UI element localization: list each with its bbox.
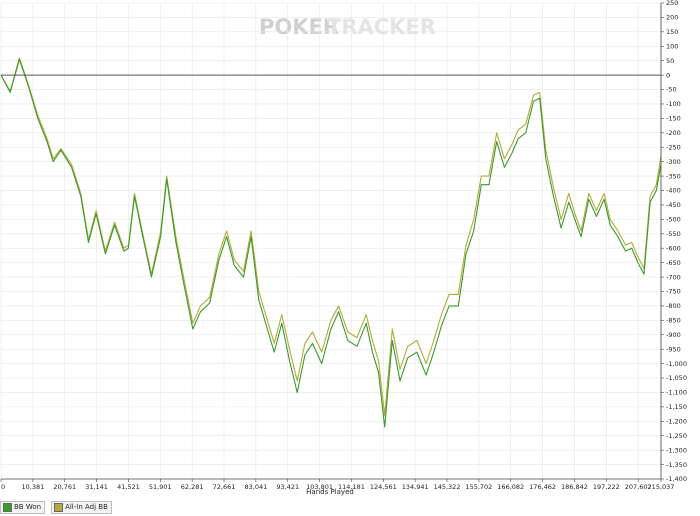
x-tick-label: 145,322	[434, 483, 461, 491]
x-tick-label: 72,661	[213, 483, 236, 491]
x-tick-label: 83,041	[244, 483, 267, 491]
x-tick-label: 155,702	[465, 483, 492, 491]
series-lines	[0, 57, 662, 428]
x-axis-title: Hands Played	[306, 488, 354, 496]
y-tick-label: -450	[666, 201, 681, 209]
y-tick-label: 0	[666, 71, 670, 79]
y-tick-label: -500	[666, 216, 681, 224]
y-tick-label: -50	[666, 86, 677, 94]
y-tick-label: -800	[666, 302, 681, 310]
x-tick-label: 134,941	[402, 483, 429, 491]
watermark-poker: POKER	[259, 15, 339, 39]
grid	[0, 2, 662, 480]
y-tick-label: -1,350	[666, 461, 687, 469]
y-tick-label: -600	[666, 244, 681, 252]
y-tick-label: -250	[666, 143, 681, 151]
x-tick-label: 93,421	[276, 483, 299, 491]
y-tick-label: -700	[666, 273, 681, 281]
legend-swatch-all-in-adj	[54, 502, 64, 512]
x-tick-label: 215,037	[648, 483, 675, 491]
y-tick-label: 200	[666, 14, 678, 22]
y-tick-label: -1,000	[666, 360, 687, 368]
y-tick-label: 100	[666, 42, 678, 50]
y-tick-label: 250	[666, 0, 678, 7]
legend-item-all-in-adj[interactable]: All-In Adj BB	[51, 500, 112, 514]
y-tick-label: -1,100	[666, 389, 687, 397]
series-line-all-in-adj	[0, 57, 662, 417]
x-tick-label: 62,281	[181, 483, 204, 491]
y-tick-label: 50	[666, 57, 674, 65]
x-tick-label: 51,901	[149, 483, 172, 491]
x-tick-label: 207,602	[625, 483, 652, 491]
legend-label-bb-won: BB Won	[14, 503, 42, 511]
y-tick-label: -1,050	[666, 374, 687, 382]
y-tick-label: -100	[666, 100, 681, 108]
y-tick-label: -1,200	[666, 418, 687, 426]
y-tick-label: -650	[666, 259, 681, 267]
x-tick-label: 10,381	[21, 483, 44, 491]
x-tick-label: 124,561	[370, 483, 397, 491]
x-tick-label: 114,181	[338, 483, 365, 491]
legend-item-bb-won[interactable]: BB Won	[0, 500, 46, 514]
y-tick-label: -150	[666, 115, 681, 123]
series-line-bb-won	[0, 58, 662, 428]
y-tick-label: -950	[666, 345, 681, 353]
y-tick-label: -300	[666, 158, 681, 166]
y-tick-label: -1,300	[666, 446, 687, 454]
y-tick-label: 150	[666, 28, 678, 36]
x-tick-label: 31,141	[85, 483, 108, 491]
x-tick-label: 103,801	[306, 483, 333, 491]
x-tick-label: 197,222	[593, 483, 620, 491]
x-tick-label: 176,462	[529, 483, 556, 491]
y-tick-label: -350	[666, 172, 681, 180]
x-tick-label: 41,521	[117, 483, 140, 491]
y-tick-label: -1,250	[666, 432, 687, 440]
bankroll-chart: POKER TRACKER 250 200 150 100 50 0 -50 -100 -150…	[0, 0, 687, 496]
x-tick-label: 0	[1, 483, 5, 491]
y-tick-label: -900	[666, 331, 681, 339]
axes: 250 200 150 100 50 0 -50 -100 -150 -200 -250 -300 -3…	[0, 0, 687, 491]
y-tick-label: -200	[666, 129, 681, 137]
legend-label-all-in-adj: All-In Adj BB	[65, 503, 108, 511]
y-tick-label: -750	[666, 288, 681, 296]
y-tick-label: -550	[666, 230, 681, 238]
y-tick-label: -400	[666, 187, 681, 195]
legend: BB Won All-In Adj BB	[0, 499, 112, 515]
y-tick-label: -1,150	[666, 403, 687, 411]
x-tick-label: 20,761	[53, 483, 76, 491]
x-tick-label: 166,082	[497, 483, 524, 491]
y-tick-label: -850	[666, 317, 681, 325]
y-tick-label: -1,400	[666, 475, 687, 483]
watermark-tracker: TRACKER	[327, 15, 436, 39]
legend-swatch-bb-won	[3, 502, 12, 512]
x-tick-label: 186,842	[561, 483, 588, 491]
